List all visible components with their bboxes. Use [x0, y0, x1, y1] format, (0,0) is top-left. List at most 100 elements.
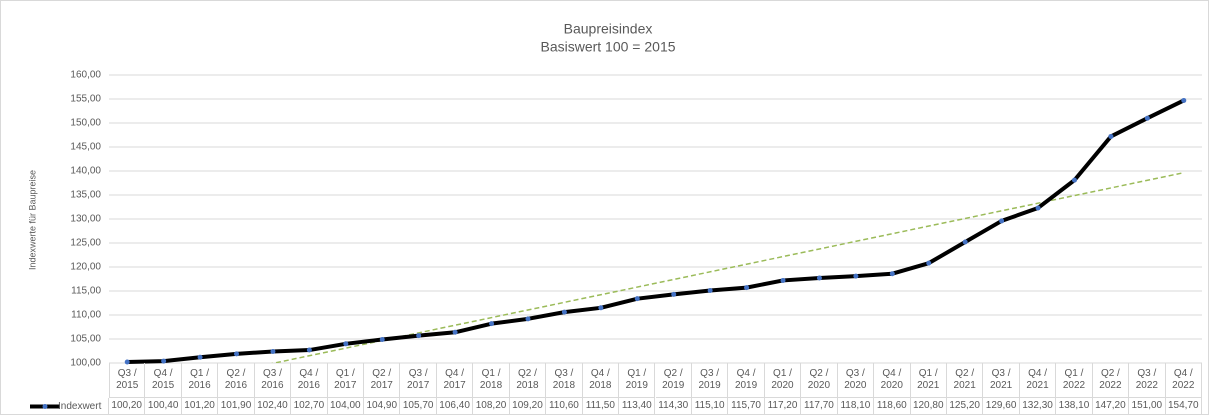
legend-label: Indexwert: [58, 398, 109, 415]
point: [1071, 177, 1077, 183]
point: [853, 273, 859, 279]
table-category: Q1 / 2022: [1056, 363, 1093, 398]
y-tick-label: 110,00: [71, 310, 101, 321]
point: [598, 305, 604, 311]
point: [234, 351, 240, 357]
table-value: 101,90: [218, 398, 255, 415]
table-value: 104,00: [327, 398, 365, 415]
table-category: Q4 / 2018: [582, 363, 620, 398]
table-category: Q2 / 2020: [801, 363, 838, 398]
y-tick-label: 105,00: [70, 334, 101, 345]
table-category: Q4 / 2020: [874, 363, 911, 398]
table-category: Q3 / 2018: [546, 363, 583, 398]
table-category: Q4 / 2016: [291, 363, 328, 398]
y-tick-label: 125,00: [70, 238, 101, 249]
table-category: Q3 / 2022: [1129, 363, 1166, 398]
point: [962, 239, 968, 245]
point: [124, 359, 130, 365]
y-tick-label: 150,00: [70, 118, 101, 129]
table-value: 100,20: [109, 398, 146, 415]
table-category: Q4 / 2019: [728, 363, 765, 398]
y-tick-label: 115,00: [71, 286, 101, 297]
table-value: 113,40: [619, 398, 656, 415]
table-value: 132,30: [1019, 398, 1057, 415]
point: [1035, 205, 1041, 211]
table-category: Q1 / 2017: [327, 363, 365, 398]
point: [161, 358, 167, 364]
table-value: 138,10: [1056, 398, 1093, 415]
point: [343, 341, 349, 347]
y-tick-label: 155,00: [70, 94, 101, 105]
point: [999, 218, 1005, 224]
table-value: 125,20: [946, 398, 984, 415]
point: [489, 321, 495, 327]
table-category: Q3 / 2020: [837, 363, 875, 398]
table-value: 108,20: [473, 398, 510, 415]
trendline: [270, 171, 1184, 363]
table-category: Q1 / 2021: [910, 363, 947, 398]
point: [416, 333, 422, 339]
table-value: 102,40: [254, 398, 292, 415]
point: [1181, 97, 1187, 103]
table-value: 118,60: [874, 398, 911, 415]
point: [671, 291, 677, 297]
table-category: Q3 / 2015: [109, 363, 146, 398]
table-category: Q4 / 2015: [145, 363, 182, 398]
point: [780, 277, 786, 283]
point: [525, 316, 531, 322]
table-category: Q2 / 2018: [509, 363, 547, 398]
table-category: Q1 / 2019: [619, 363, 656, 398]
table-category: Q3 / 2016: [254, 363, 292, 398]
table-value: 115,70: [728, 398, 765, 415]
table-value: 100,40: [145, 398, 182, 415]
y-tick-label: 160,00: [70, 70, 101, 81]
y-tick-label: 145,00: [70, 142, 101, 153]
point: [926, 260, 932, 266]
point: [889, 271, 895, 277]
table-value: 104,90: [364, 398, 401, 415]
table-category: Q1 / 2018: [473, 363, 510, 398]
chart-subtitle: Basiswert 100 = 2015: [540, 39, 675, 55]
table-value: 111,50: [582, 398, 620, 415]
table-category: Q3 / 2021: [983, 363, 1020, 398]
y-tick-label: 120,00: [70, 262, 101, 273]
table-value: 129,60: [983, 398, 1020, 415]
y-tick-label: 135,00: [70, 190, 101, 201]
point: [1144, 115, 1150, 121]
table-value: 147,20: [1092, 398, 1130, 415]
table-value: 110,60: [546, 398, 583, 415]
table-value: 106,40: [436, 398, 474, 415]
point: [379, 336, 385, 342]
table-value: 109,20: [509, 398, 547, 415]
y-tick-label: 130,00: [70, 214, 101, 225]
series-line: [127, 98, 1185, 365]
table-value: 117,70: [801, 398, 838, 415]
table-value: 105,70: [400, 398, 437, 415]
table-category: Q3 / 2017: [400, 363, 437, 398]
y-tick-label: 140,00: [70, 166, 101, 177]
table-category: Q1 / 2016: [181, 363, 219, 398]
point: [306, 347, 312, 353]
table-category: Q2 / 2017: [364, 363, 401, 398]
legend-key-marker: [42, 404, 48, 409]
table-value: 117,20: [764, 398, 802, 415]
point: [197, 354, 203, 360]
point: [744, 285, 750, 291]
point: [452, 329, 458, 335]
table-category: Q2 / 2016: [218, 363, 255, 398]
table-category: Q2 / 2022: [1092, 363, 1130, 398]
table-value: 115,10: [691, 398, 729, 415]
table-category: Q2 / 2021: [946, 363, 984, 398]
table-value: 101,20: [181, 398, 219, 415]
table-value: 118,10: [837, 398, 875, 415]
point: [634, 296, 640, 302]
table-value: 114,30: [655, 398, 692, 415]
table-value: 154,70: [1165, 398, 1202, 415]
point: [561, 309, 567, 315]
point: [816, 275, 822, 281]
table-value: 151,00: [1129, 398, 1166, 415]
chart-title: Baupreisindex: [564, 21, 653, 37]
